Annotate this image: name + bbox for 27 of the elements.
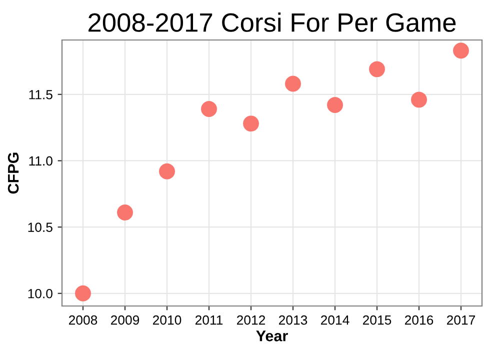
- y-axis-title: CFPG: [8, 152, 19, 194]
- x-axis-title: Year: [256, 330, 288, 342]
- y-tick-label: 11.0: [29, 156, 52, 166]
- point: [243, 116, 259, 132]
- x-tick-label: 2016: [404, 315, 434, 325]
- chart-title: 2008-2017 Corsi For Per Game: [88, 12, 456, 32]
- x-tick-label: 2009: [110, 315, 140, 325]
- y-tick-label: 10.5: [28, 222, 52, 232]
- x-tick-label: 2014: [320, 315, 350, 325]
- x-tick-label: 2017: [446, 315, 476, 325]
- x-tick-label: 2012: [236, 315, 266, 325]
- y-tick-label: 10.0: [28, 288, 52, 298]
- x-tick-label: 2013: [278, 315, 308, 325]
- point: [159, 163, 175, 180]
- x-tick-label: 2015: [362, 315, 392, 325]
- point: [117, 204, 133, 220]
- point: [75, 285, 91, 302]
- point: [327, 97, 343, 113]
- x-tick-label: 2008: [68, 315, 98, 325]
- point: [453, 42, 469, 59]
- point: [369, 61, 385, 78]
- x-tick-label: 2011: [195, 315, 223, 325]
- point: [201, 101, 217, 117]
- point: [411, 92, 427, 108]
- point: [285, 76, 301, 92]
- y-tick-label: 11.5: [29, 90, 52, 100]
- x-tick-label: 2010: [152, 315, 182, 325]
